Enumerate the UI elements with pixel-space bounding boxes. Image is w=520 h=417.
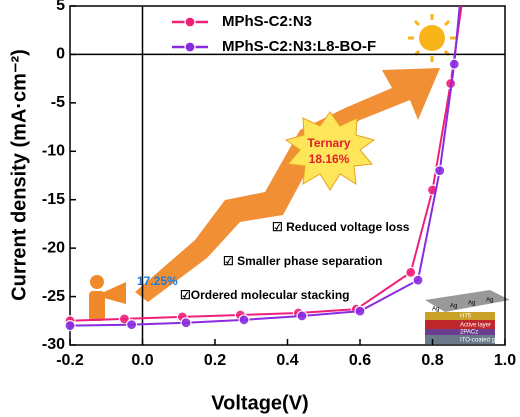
- marker: [296, 310, 308, 322]
- legend-marker: [184, 16, 196, 28]
- marker: [412, 274, 424, 286]
- inset-label: H75: [460, 314, 472, 320]
- x-tick-label: 0.2: [204, 352, 226, 369]
- x-tick-label: 0.8: [421, 352, 443, 369]
- plot-frame: [69, 5, 506, 346]
- series-line: [69, 5, 463, 322]
- marker: [434, 165, 446, 177]
- y-tick-label: -15: [42, 191, 65, 208]
- x-tick-label: -0.2: [56, 352, 84, 369]
- x-tick-label: 0.0: [131, 352, 153, 369]
- y-tick-label: -25: [42, 288, 65, 305]
- x-axis-label: Voltage(V): [211, 392, 308, 414]
- marker: [238, 314, 250, 326]
- legend-label: MPhS-C2:N3:L8-BO-F: [222, 38, 376, 55]
- starburst: [284, 111, 376, 191]
- inset-label: ITO-coated glass: [460, 338, 506, 344]
- y-tick-label: -10: [42, 143, 65, 160]
- marker: [126, 319, 138, 331]
- ternary-pce: 18.16%: [309, 152, 350, 166]
- binary-pce: 17.25%: [137, 274, 178, 288]
- y-tick-label: 5: [56, 0, 65, 14]
- marker: [448, 58, 460, 70]
- x-tick-label: 0.4: [276, 352, 298, 369]
- marker: [180, 317, 192, 329]
- legend-marker: [184, 41, 196, 53]
- inset-label: Active layer: [460, 323, 491, 329]
- y-axis-label: Current density (mA·cm⁻²): [8, 49, 30, 301]
- ternary-label: Ternary: [307, 136, 350, 150]
- annotation-point: ☑ Reduced voltage loss: [272, 220, 410, 234]
- x-tick-label: 0.6: [349, 352, 371, 369]
- x-tick-label: 1.0: [494, 352, 516, 369]
- marker: [405, 266, 417, 278]
- person-icon: [89, 275, 126, 321]
- y-tick-label: -5: [51, 94, 65, 111]
- inset-label: Ag: [486, 298, 493, 304]
- annotation-point: ☑Ordered molecular stacking: [180, 288, 349, 302]
- marker: [64, 320, 76, 332]
- y-tick-label: 0: [56, 46, 65, 63]
- y-tick-label: -20: [42, 239, 65, 256]
- inset-label: Ag: [468, 301, 475, 307]
- inset-label: Ag: [432, 307, 439, 313]
- series-line: [69, 5, 461, 327]
- sun-icon: [408, 14, 456, 62]
- trend-arrow: [135, 68, 440, 302]
- inset-label: 2PACz: [460, 330, 478, 336]
- inset-label: Ag: [450, 304, 457, 310]
- y-tick-label: -30: [42, 336, 65, 353]
- device-inset: [425, 290, 510, 344]
- annotation-point: ☑ Smaller phase separation: [223, 254, 383, 268]
- legend-label: MPhS-C2:N3: [222, 13, 312, 30]
- marker: [354, 305, 366, 317]
